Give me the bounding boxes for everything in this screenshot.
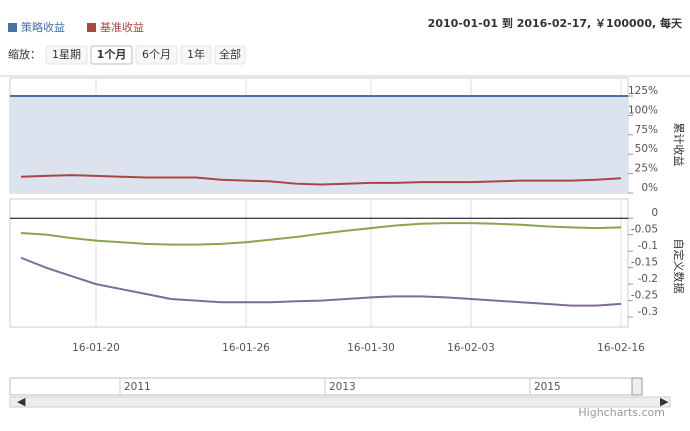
y-tick-label: 0 (651, 207, 658, 219)
x-tick-label: 16-02-16 (597, 342, 645, 354)
legend-label[interactable]: 基准收益 (100, 20, 144, 34)
y-tick-label: -0.3 (638, 306, 659, 318)
scroll-right[interactable]: ▶ (660, 395, 669, 408)
range-button-label[interactable]: 6个月 (142, 48, 171, 61)
range-text: 2010-01-01 到 2016-02-17, ￥100000, 每天 (428, 16, 683, 30)
x-tick-label: 16-01-30 (347, 342, 395, 354)
y-tick-label: -0.05 (631, 224, 658, 236)
legend-label[interactable]: 策略收益 (21, 20, 65, 34)
scroll-left[interactable]: ◀ (17, 395, 26, 408)
range-button[interactable] (90, 45, 133, 65)
navigator-label: 2011 (124, 381, 151, 393)
legend-swatch[interactable] (8, 23, 17, 32)
range-button-label[interactable]: 全部 (219, 47, 241, 61)
x-tick-label: 16-01-20 (72, 342, 120, 354)
y-tick-label: 50% (635, 143, 658, 155)
range-button[interactable] (214, 45, 246, 65)
range-button[interactable] (180, 45, 212, 65)
range-button-label[interactable]: 1星期 (52, 48, 81, 61)
y-tick-label: 125% (628, 85, 658, 97)
x-tick-label: 16-01-26 (222, 342, 270, 354)
range-button[interactable] (135, 45, 178, 65)
range-button[interactable] (45, 45, 88, 65)
scrollbar[interactable] (9, 396, 671, 408)
credits[interactable]: Highcharts.com (578, 406, 665, 419)
y-tick-label: 75% (635, 124, 658, 136)
range-button-label[interactable]: 1个月 (97, 47, 127, 61)
line (20, 222, 622, 246)
line (20, 256, 622, 307)
line (20, 174, 622, 186)
y-tick-label: 100% (628, 104, 658, 116)
plot-area (9, 198, 629, 328)
y-axis-title: 累计收益 (672, 123, 686, 167)
y-tick-label: -0.25 (631, 290, 658, 302)
y-tick-label: -0.15 (631, 257, 658, 269)
zoom-label: 缩放： (8, 47, 41, 61)
navigator-label: 2015 (534, 381, 561, 393)
y-tick-label: -0.2 (638, 273, 659, 285)
area (10, 96, 628, 193)
legend-swatch[interactable] (87, 23, 96, 32)
navigator-label: 2013 (329, 381, 356, 393)
y-tick-label: -0.1 (638, 240, 659, 252)
range-button-label[interactable]: 1年 (187, 47, 205, 61)
x-tick-label: 16-02-03 (447, 342, 495, 354)
y-axis-title: 自定义数据 (672, 239, 686, 294)
navigator-handle[interactable] (631, 377, 643, 396)
y-tick-label: 25% (635, 163, 658, 175)
y-tick-label: 0% (641, 182, 658, 194)
